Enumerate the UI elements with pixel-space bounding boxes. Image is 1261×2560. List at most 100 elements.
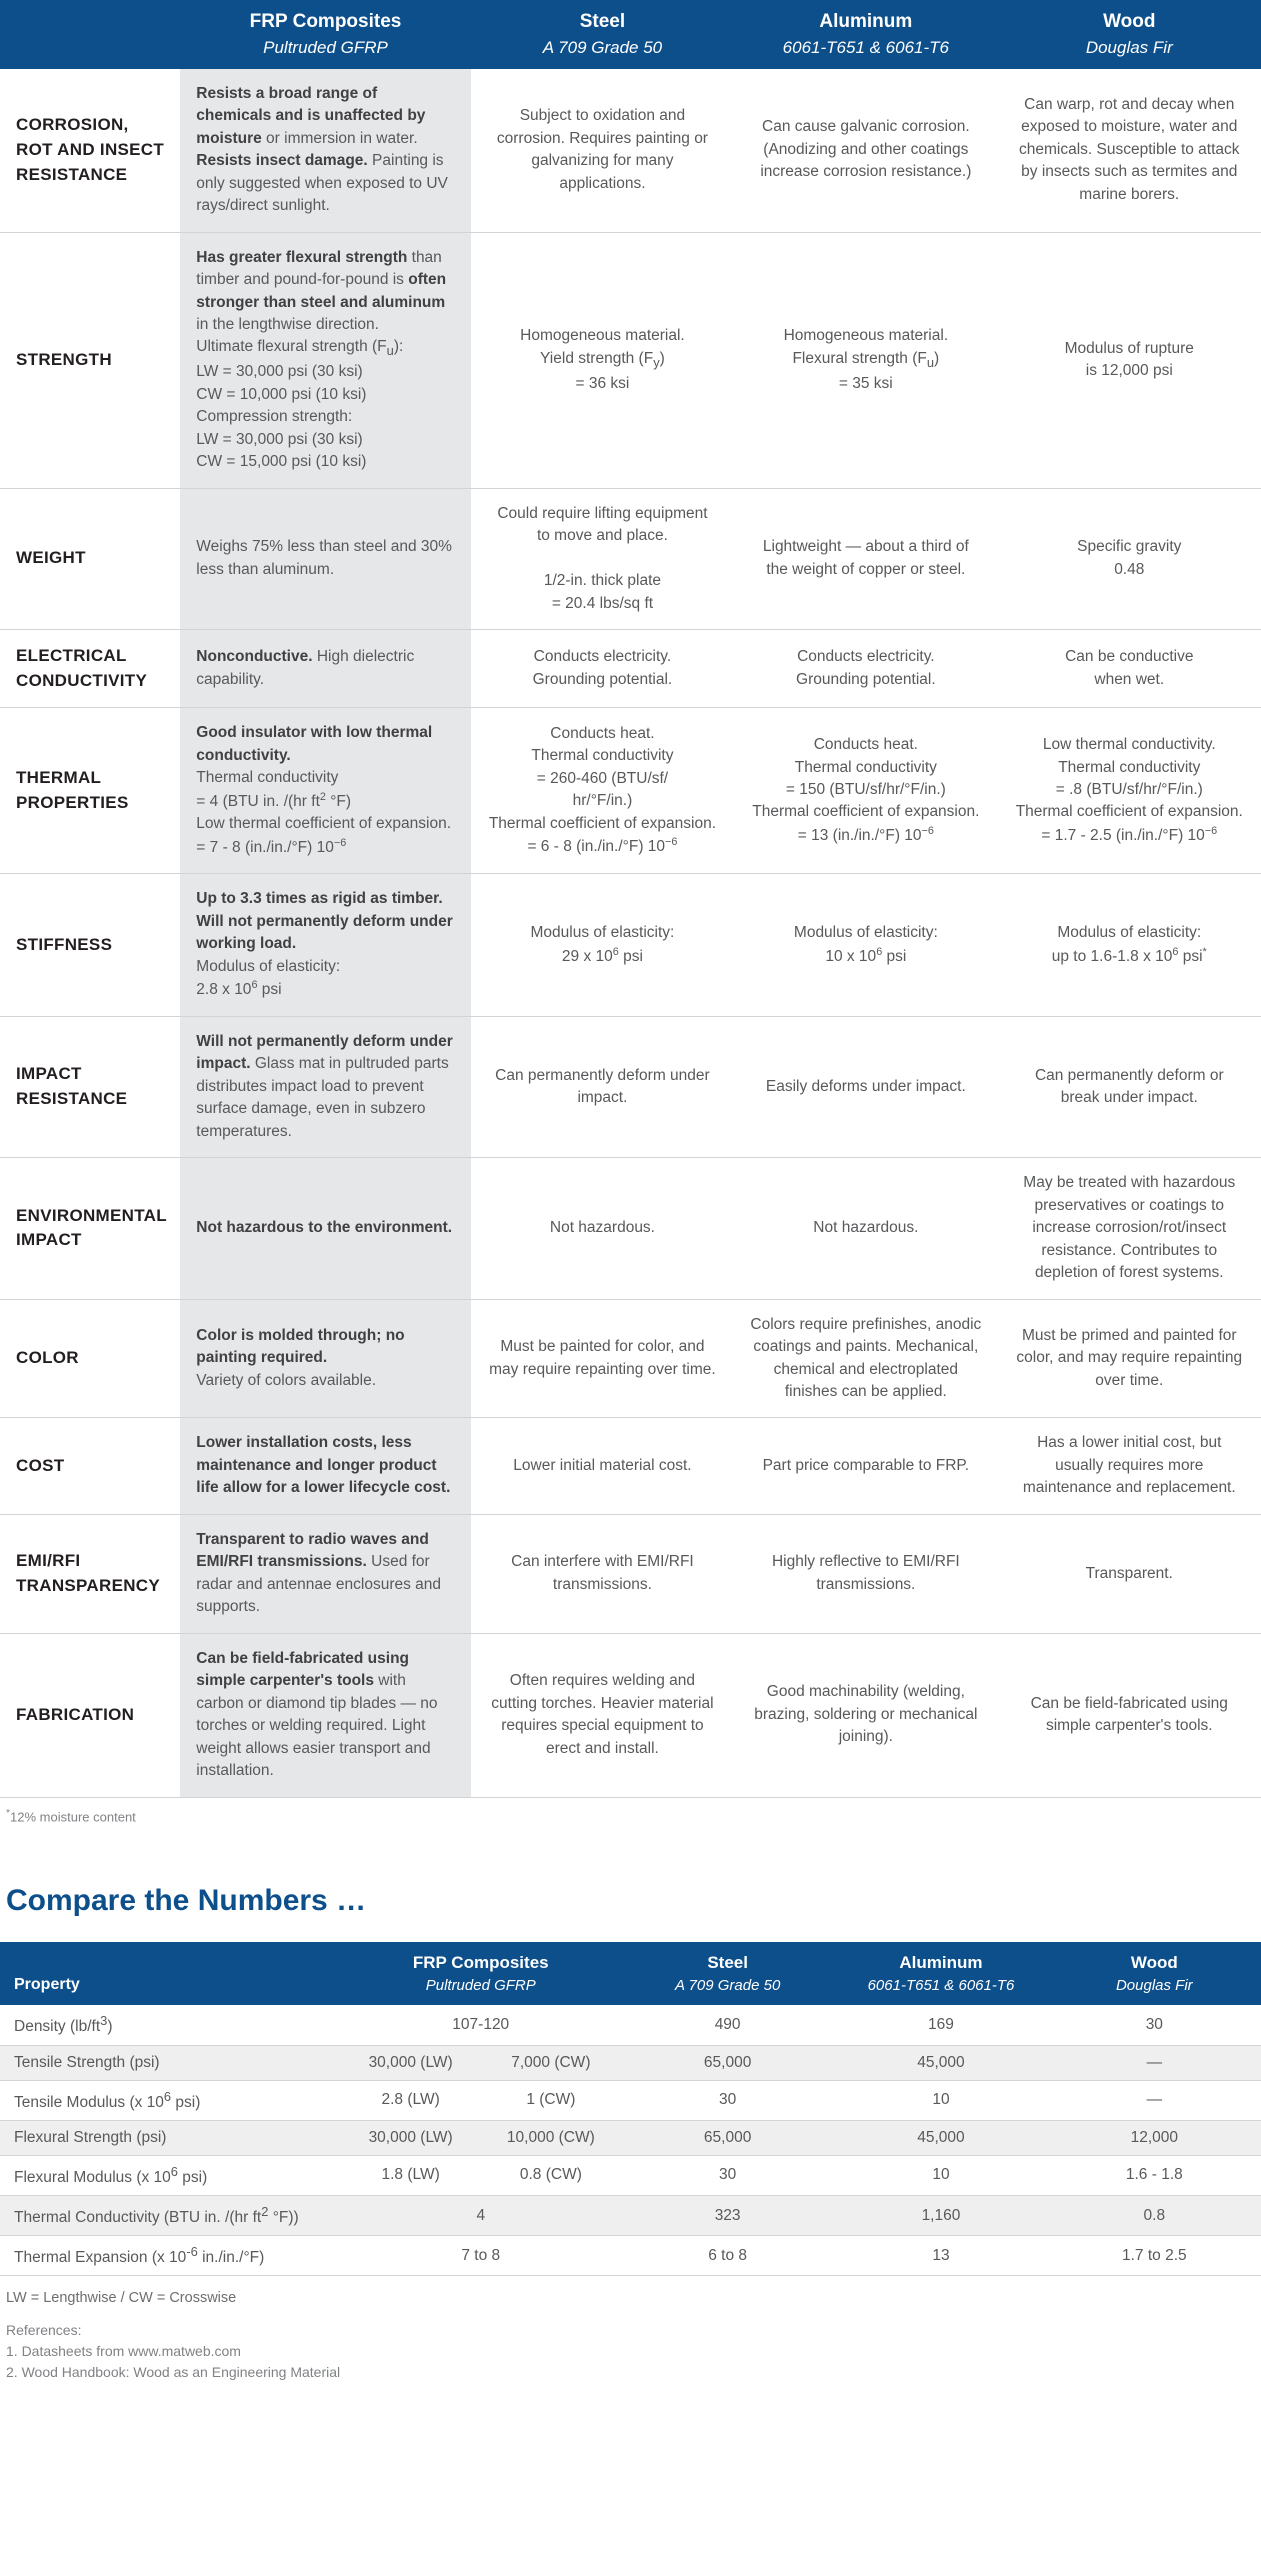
cell-steel: 323	[621, 2195, 834, 2235]
cell-steel: Modulus of elasticity:29 x 106 psi	[471, 874, 734, 1017]
table-row: IMPACT RESISTANCEWill not permanently de…	[0, 1016, 1261, 1157]
header-frp-title: FRP Composites	[250, 11, 402, 32]
cell-steel: 490	[621, 2005, 834, 2045]
cell-steel: Can permanently deform under impact.	[471, 1016, 734, 1157]
moisture-footnote: *12% moisture content	[6, 1808, 1261, 1824]
table-row: STRENGTHHas greater flexural strength th…	[0, 232, 1261, 488]
cell-steel: Conducts electricity.Grounding potential…	[471, 629, 734, 707]
cell-wood: 1.7 to 2.5	[1048, 2236, 1261, 2276]
numbers-row: Tensile Modulus (x 106 psi)2.8 (LW)1 (CW…	[0, 2080, 1261, 2120]
header-wood: Wood Douglas Fir	[998, 0, 1261, 69]
numbers-header-wood: Wood Douglas Fir	[1048, 1942, 1261, 2006]
header-wood-title: Wood	[1103, 11, 1155, 32]
cell-steel: 65,000	[621, 2120, 834, 2155]
numbers-header-property: Property	[0, 1942, 341, 2006]
table-row: CORROSION, ROT AND INSECT RESISTANCEResi…	[0, 69, 1261, 232]
cell-steel: 65,000	[621, 2045, 834, 2080]
numbers-header-frp: FRP Composites Pultruded GFRP	[341, 1942, 621, 2006]
cell-aluminum: Colors require prefinishes, anodic coati…	[734, 1299, 997, 1418]
table-row: THERMAL PROPERTIESGood insulator with lo…	[0, 708, 1261, 874]
cell-wood: Must be primed and painted for color, an…	[998, 1299, 1261, 1418]
cell-frp: Good insulator with low thermal conducti…	[180, 708, 470, 874]
cell-aluminum: 45,000	[834, 2045, 1047, 2080]
header-aluminum-title: Aluminum	[819, 11, 912, 32]
numbers-table: Property FRP Composites Pultruded GFRP S…	[0, 1942, 1261, 2276]
cell-aluminum: Part price comparable to FRP.	[734, 1418, 997, 1514]
cell-frp: Can be field-fabricated using simple car…	[180, 1633, 470, 1797]
cell-frp: Will not permanently deform under impact…	[180, 1016, 470, 1157]
cell-aluminum: 13	[834, 2236, 1047, 2276]
header-row: FRP Composites Pultruded GFRP Steel A 70…	[0, 0, 1261, 69]
numbers-row: Thermal Conductivity (BTU in. /(hr ft2 °…	[0, 2195, 1261, 2235]
numbers-header-row: Property FRP Composites Pultruded GFRP S…	[0, 1942, 1261, 2006]
cell-wood: May be treated with hazardous preservati…	[998, 1158, 1261, 1299]
cell-frp: Color is molded through; no painting req…	[180, 1299, 470, 1418]
row-label: STRENGTH	[0, 232, 180, 488]
cell-steel: Subject to oxidation and corrosion. Requ…	[471, 69, 734, 232]
cell-aluminum: Can cause galvanic corrosion. (Anodizing…	[734, 69, 997, 232]
cell-aluminum: Easily deforms under impact.	[734, 1016, 997, 1157]
cell-frp: Resists a broad range of chemicals and i…	[180, 69, 470, 232]
header-aluminum: Aluminum 6061-T651 & 6061-T6	[734, 0, 997, 69]
cell-steel: Must be painted for color, and may requi…	[471, 1299, 734, 1418]
header-steel-sub: A 709 Grade 50	[479, 37, 726, 59]
cell-aluminum: Homogeneous material.Flexural strength (…	[734, 232, 997, 488]
cell-frp-cw: 7,000 (CW)	[481, 2045, 621, 2080]
header-frp: FRP Composites Pultruded GFRP	[180, 0, 470, 69]
cell-frp: Up to 3.3 times as rigid as timber. Will…	[180, 874, 470, 1017]
abbreviation-note: LW = Lengthwise / CW = Crosswise	[6, 2290, 1261, 2306]
property-label: Thermal Expansion (x 10-6 in./in./°F)	[0, 2236, 341, 2276]
cell-wood: Specific gravity0.48	[998, 488, 1261, 629]
cell-frp-cw: 1 (CW)	[481, 2080, 621, 2120]
cell-wood: Can warp, rot and decay when exposed to …	[998, 69, 1261, 232]
cell-wood: Modulus of ruptureis 12,000 psi	[998, 232, 1261, 488]
property-label: Density (lb/ft3)	[0, 2005, 341, 2045]
row-label: COLOR	[0, 1299, 180, 1418]
table-row: ELECTRICAL CONDUCTIVITYNonconductive. Hi…	[0, 629, 1261, 707]
property-label: Flexural Modulus (x 106 psi)	[0, 2155, 341, 2195]
comparison-table: FRP Composites Pultruded GFRP Steel A 70…	[0, 0, 1261, 1798]
cell-aluminum: 10	[834, 2155, 1047, 2195]
cell-frp: Weighs 75% less than steel and 30% less …	[180, 488, 470, 629]
cell-steel: Not hazardous.	[471, 1158, 734, 1299]
header-steel-title: Steel	[580, 11, 625, 32]
property-label: Tensile Strength (psi)	[0, 2045, 341, 2080]
numbers-row: Flexural Modulus (x 106 psi)1.8 (LW)0.8 …	[0, 2155, 1261, 2195]
numbers-header-aluminum: Aluminum 6061-T651 & 6061-T6	[834, 1942, 1047, 2006]
header-steel: Steel A 709 Grade 50	[471, 0, 734, 69]
cell-wood: 30	[1048, 2005, 1261, 2045]
references: References: 1. Datasheets from www.matwe…	[6, 2320, 1261, 2383]
row-label: STIFFNESS	[0, 874, 180, 1017]
cell-wood: Low thermal conductivity.Thermal conduct…	[998, 708, 1261, 874]
header-aluminum-sub: 6061-T651 & 6061-T6	[742, 37, 989, 59]
header-blank	[0, 0, 180, 69]
cell-aluminum: Not hazardous.	[734, 1158, 997, 1299]
cell-frp: Has greater flexural strength than timbe…	[180, 232, 470, 488]
cell-steel: Often requires welding and cutting torch…	[471, 1633, 734, 1797]
cell-frp: 7 to 8	[341, 2236, 621, 2276]
cell-aluminum: Good machinability (welding, brazing, so…	[734, 1633, 997, 1797]
cell-steel: Conducts heat.Thermal conductivity= 260-…	[471, 708, 734, 874]
row-label: FABRICATION	[0, 1633, 180, 1797]
row-label: COST	[0, 1418, 180, 1514]
cell-aluminum: 10	[834, 2080, 1047, 2120]
cell-steel: 6 to 8	[621, 2236, 834, 2276]
cell-steel: Lower initial material cost.	[471, 1418, 734, 1514]
row-label: THERMAL PROPERTIES	[0, 708, 180, 874]
cell-wood: Has a lower initial cost, but usually re…	[998, 1418, 1261, 1514]
cell-aluminum: 1,160	[834, 2195, 1047, 2235]
property-label: Thermal Conductivity (BTU in. /(hr ft2 °…	[0, 2195, 341, 2235]
cell-wood: Can permanently deform or break under im…	[998, 1016, 1261, 1157]
cell-wood: —	[1048, 2080, 1261, 2120]
cell-frp-cw: 10,000 (CW)	[481, 2120, 621, 2155]
property-label: Flexural Strength (psi)	[0, 2120, 341, 2155]
header-wood-sub: Douglas Fir	[1006, 37, 1253, 59]
cell-aluminum: Conducts heat.Thermal conductivity= 150 …	[734, 708, 997, 874]
cell-frp: Nonconductive. High dielectric capabilit…	[180, 629, 470, 707]
reference-1: 1. Datasheets from www.matweb.com	[6, 2343, 241, 2359]
cell-frp: Lower installation costs, less maintenan…	[180, 1418, 470, 1514]
numbers-row: Thermal Expansion (x 10-6 in./in./°F)7 t…	[0, 2236, 1261, 2276]
cell-wood: 0.8	[1048, 2195, 1261, 2235]
row-label: IMPACT RESISTANCE	[0, 1016, 180, 1157]
cell-wood: Transparent.	[998, 1514, 1261, 1633]
